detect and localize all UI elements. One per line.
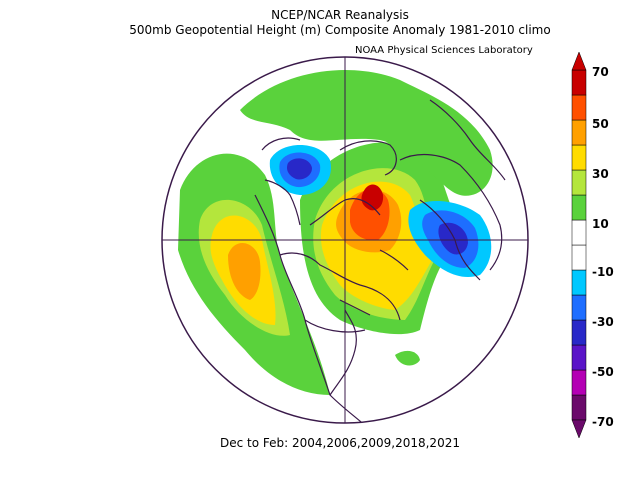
colorbar-tick-label: -70 [592,415,614,429]
colorbar-segment [571,269,587,296]
colorbar-tick-label: 30 [592,167,609,181]
colorbar-tick-label: -50 [592,365,614,379]
colorbar-top-arrow [571,51,587,71]
colorbar-segment [571,69,587,96]
map-title: NCEP/NCAR Reanalysis [271,8,409,22]
colorbar-tick-label: 70 [592,65,609,79]
map-subtitle: 500mb Geopotential Height (m) Composite … [129,23,551,37]
colorbar-segment [571,219,587,246]
anomaly-negative-arctic [269,145,331,195]
colorbar-segment [571,394,587,421]
anomaly-negative-eurasia [408,200,492,278]
colorbar-segment [571,194,587,221]
colorbar-segment [571,344,587,371]
colorbar-tick-label: -30 [592,315,614,329]
colorbar-segment [571,294,587,321]
polar-anomaly-map [161,56,529,424]
colorbar-segment [571,244,587,271]
colorbar-segment [571,144,587,171]
colorbar-tick-label: -10 [592,265,614,279]
colorbar-bottom-arrow [571,419,587,439]
colorbar-segment [571,119,587,146]
composite-period: Dec to Feb: 2004,2006,2009,2018,2021 [220,436,460,450]
coastlines [254,99,506,423]
colorbar-segment [571,319,587,346]
colorbar-segment [571,169,587,196]
anomaly-red-area [350,184,390,241]
colorbar [571,51,587,439]
colorbar-tick-label: 10 [592,217,609,231]
map-boundary [161,56,529,424]
colorbar-segment [571,94,587,121]
lab-credit: NOAA Physical Sciences Laboratory [355,45,533,56]
colorbar-segment [571,369,587,396]
colorbar-tick-label: 50 [592,117,609,131]
graticule [162,57,528,423]
